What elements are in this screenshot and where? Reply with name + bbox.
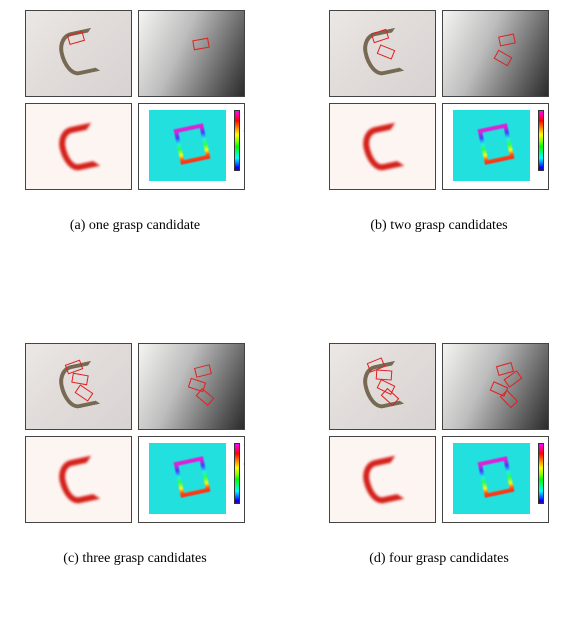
colorbar-ticks: 2001000-100-200-300-400 (244, 110, 245, 171)
panel-quad: 0501001502002503003500501001502002503000… (329, 343, 549, 523)
grasp-box (194, 364, 212, 378)
colorbar (538, 110, 544, 171)
hook-heat (360, 456, 404, 507)
subfig-b: 0501001502002503003500501001502002503000… (312, 10, 566, 283)
subfig-a: 0501001502002503003500501001502002503000… (8, 10, 262, 283)
qmap-panel: 2001000-100-200-300-40005010015020025030… (138, 103, 245, 190)
caption-label: (b) (370, 218, 386, 233)
colorbar (234, 443, 240, 504)
figure-grid: 0501001502002503003500501001502002503000… (0, 0, 574, 636)
qmap-area (149, 443, 226, 514)
qmap-area (149, 110, 226, 181)
rgb-panel: 050100150200250300350050100150200250300 (329, 343, 436, 430)
panel-quad: 0501001502002503003500501001502002503000… (329, 10, 549, 190)
rgb-panel: 050100150200250300350050100150200250300 (25, 343, 132, 430)
panel-quad: 0501001502002503003500501001502002503000… (25, 343, 245, 523)
caption-c: (c) three grasp candidates (63, 551, 206, 567)
heatmap-panel: 050100150200250300350050100150200250300 (329, 103, 436, 190)
grasp-box (494, 50, 513, 67)
qmap-panel: 2001000-100-200-300-40005010015020025030… (442, 103, 549, 190)
hook-heat (56, 123, 100, 174)
grasp-box (196, 388, 215, 406)
grasp-box (498, 33, 516, 46)
grasp-box (376, 369, 393, 380)
caption-a: (a) one grasp candidate (70, 218, 200, 234)
caption-label: (c) (63, 551, 79, 566)
caption-label: (a) (70, 218, 86, 233)
colorbar-ticks: 2001000-100-200-300-400 (244, 443, 245, 504)
colorbar-ticks: 2001000-100-200-300-400 (548, 443, 549, 504)
colorbar (234, 110, 240, 171)
caption-d: (d) four grasp candidates (369, 551, 509, 567)
heatmap-panel: 050100150200250300350050100150200250300 (329, 436, 436, 523)
heatmap-panel: 050100150200250300350050100150200250300 (25, 103, 132, 190)
depth-panel: 050100150200250300350050100150200250300 (138, 10, 245, 97)
hook-heat (360, 123, 404, 174)
caption-text: two grasp candidates (390, 218, 507, 233)
colorbar (538, 443, 544, 504)
caption-text: three grasp candidates (82, 551, 206, 566)
qmap-panel: 2001000-100-200-300-40005010015020025030… (442, 436, 549, 523)
qmap-area (453, 443, 530, 514)
depth-panel: 050100150200250300350050100150200250300 (442, 10, 549, 97)
caption-text: four grasp candidates (389, 551, 509, 566)
rgb-panel: 050100150200250300350050100150200250300 (329, 10, 436, 97)
colorbar-ticks: 2001000-100-200-300-400 (548, 110, 549, 171)
subfig-c: 0501001502002503003500501001502002503000… (8, 343, 262, 616)
caption-b: (b) two grasp candidates (370, 218, 507, 234)
subfig-d: 0501001502002503003500501001502002503000… (312, 343, 566, 616)
depth-panel: 050100150200250300350050100150200250300 (138, 343, 245, 430)
rgb-panel: 050100150200250300350050100150200250300 (25, 10, 132, 97)
depth-panel: 050100150200250300350050100150200250300 (442, 343, 549, 430)
caption-text: one grasp candidate (89, 218, 200, 233)
caption-label: (d) (369, 551, 385, 566)
heatmap-panel: 050100150200250300350050100150200250300 (25, 436, 132, 523)
hook-heat (56, 456, 100, 507)
qmap-area (453, 110, 530, 181)
qmap-panel: 2001000-100-200-300-40005010015020025030… (138, 436, 245, 523)
grasp-box (192, 38, 209, 51)
grasp-box (500, 390, 518, 408)
panel-quad: 0501001502002503003500501001502002503000… (25, 10, 245, 190)
